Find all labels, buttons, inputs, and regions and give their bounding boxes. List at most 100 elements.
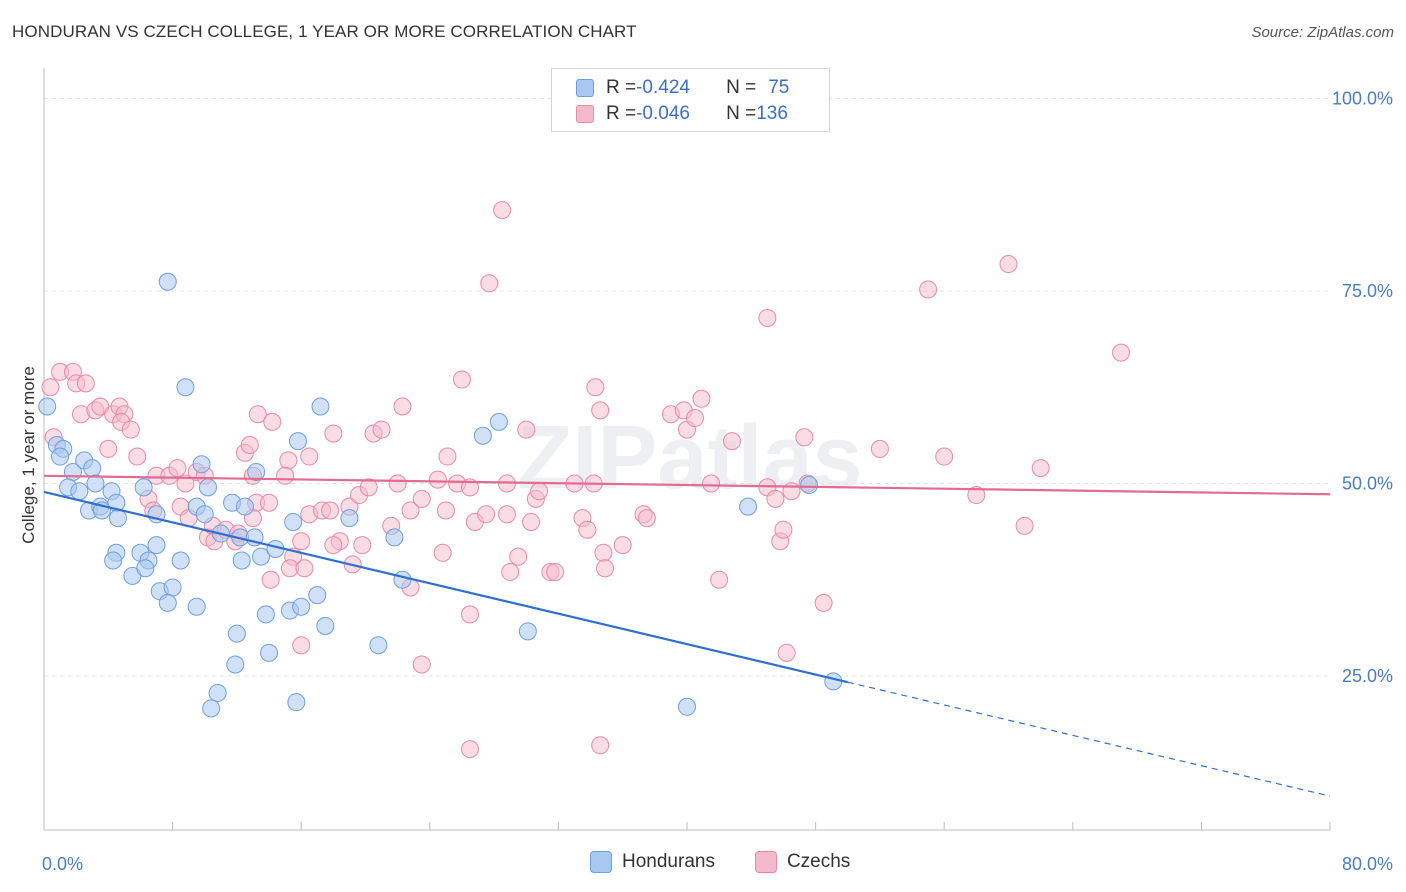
czech-point [493,201,512,220]
legend-row-hondurans: R = -0.424 N = 75 [576,75,789,101]
czech-point [774,520,793,539]
czech-point [637,509,656,528]
czech-point [814,593,833,612]
czech-point [692,389,711,408]
legend-n-label: N = [726,77,757,98]
hondurans-points [38,272,843,718]
honduran-point [158,272,177,291]
honduran-point [678,697,696,716]
honduran-point [247,462,266,481]
honduran-point [192,455,211,474]
czech-point [433,543,452,562]
honduran-point [287,693,306,712]
czech-point [276,466,295,485]
series-legend: Hondurans Czechs [590,851,890,873]
honduran-point [198,478,217,497]
honduran-point [316,616,335,635]
x-tick-label: 0.0% [42,854,83,874]
czechs-trend-line [43,474,1331,496]
czech-point [438,447,457,466]
czech-point [1031,459,1050,478]
czech-point [372,420,391,439]
czech-point [128,447,147,466]
czech-point [586,378,605,397]
czech-point [795,428,814,447]
czech-point [517,420,536,439]
honduran-point [739,497,758,516]
honduran-point [256,605,275,624]
czech-point [723,432,742,451]
honduran-point [176,378,195,397]
czech-point [522,513,541,531]
honduran-point [134,478,153,497]
czech-point [359,478,378,497]
honduran-point [208,683,227,702]
czech-point [460,740,479,759]
czech-point [248,405,267,424]
honduran-point [800,476,819,495]
czech-point [967,486,986,505]
czech-point [546,563,565,582]
czech-point [321,501,340,520]
czech-point [999,255,1018,274]
legend-r-label: R = [606,77,637,98]
legend-r-label: R = [606,103,637,124]
czech-point [353,536,372,555]
honduran-point [288,432,307,451]
legend-n-label: N = [726,103,757,124]
czech-point [509,547,528,566]
czech-point [388,474,407,493]
y-tick-label: 100.0% [1332,89,1393,109]
czech-point [591,736,610,755]
czech-point [782,482,801,501]
honduran-point [187,597,206,616]
honduran-point [473,426,492,445]
czech-point [76,374,95,393]
czech-point [919,280,938,299]
legend-item-hondurans[interactable]: Hondurans [590,851,715,873]
czech-point [324,536,343,555]
czech-point [777,643,796,662]
czech-point [41,378,60,397]
honduran-point [824,672,843,691]
honduran-point [252,547,271,566]
czech-point [452,370,471,389]
honduran-point [518,622,537,641]
czech-point [578,520,597,539]
czech-point [412,489,431,508]
czechs-swatch [576,105,594,123]
czech-point [870,439,889,458]
y-tick-label: 25.0% [1342,666,1393,686]
czech-point [710,570,729,589]
honduran-point [340,509,359,528]
legend-label-czechs: Czechs [786,851,851,872]
honduran-point [38,397,57,416]
hondurans-trend-line [43,490,849,684]
honduran-point [83,459,102,478]
czech-point [295,559,314,578]
czech-point [1015,516,1034,535]
czechs-swatch [754,851,777,873]
legend-item-czechs[interactable]: Czechs [754,851,851,873]
czech-point [460,605,479,624]
honduran-point [158,593,177,612]
czech-point [766,489,785,508]
x-tick-labels: 0.0% 80.0% [42,854,1393,874]
legend-row-czechs: R = -0.046 N = 136 [576,101,788,127]
czech-point [428,470,447,489]
czech-point [436,501,455,520]
honduran-point [147,536,166,555]
czech-point [501,563,520,582]
czech-point [99,439,118,458]
czech-point [1112,343,1131,362]
chart-source: Source: ZipAtlas.com [1251,24,1394,41]
czech-point [263,412,282,431]
honduran-point [136,559,155,578]
y-tick-label: 75.0% [1342,281,1393,301]
correlation-legend: R = -0.424 N = 75 R = -0.046 N = 136 [551,68,830,132]
czech-point [401,501,420,520]
hondurans-swatch [590,851,612,873]
trend-lines [43,474,1331,797]
czech-point [261,570,280,589]
